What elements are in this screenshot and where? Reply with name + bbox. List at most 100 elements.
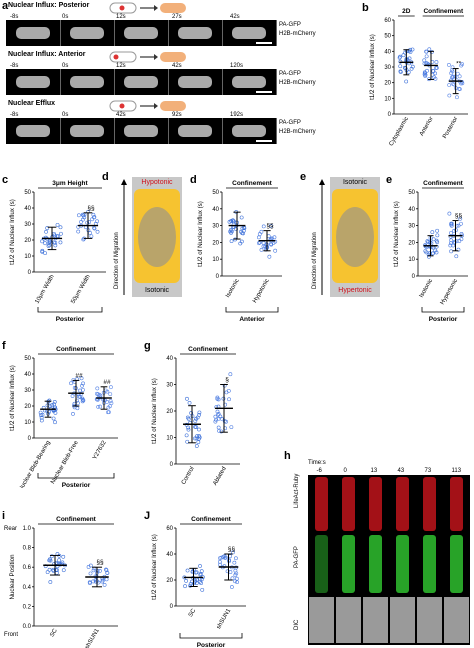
data-point <box>102 583 107 587</box>
y-axis-label: t1/2 of Nuclear Influx (s) <box>197 201 204 267</box>
nucleus <box>70 76 104 88</box>
y-tick-label: 0 <box>170 462 174 468</box>
data-point <box>77 213 81 218</box>
category-label: 10μm Width <box>34 274 55 305</box>
chart-J: J Confinement 0 20 40 60 t1/2 of Nuclear Influ… <box>144 510 246 648</box>
data-point <box>423 71 427 76</box>
data-point <box>228 570 233 574</box>
significance-mark: §§ <box>87 205 95 212</box>
category-label: shSUN1 <box>216 607 233 630</box>
data-point <box>424 49 429 54</box>
significance-mark: §§ <box>266 223 274 230</box>
data-point <box>434 250 439 255</box>
data-point <box>39 418 44 423</box>
data-point <box>194 416 199 421</box>
y-tick-label: 30 <box>24 388 31 394</box>
significance-mark: ** <box>456 61 462 68</box>
channel-label: PA-GFP <box>279 71 301 77</box>
data-point <box>231 550 235 555</box>
data-point <box>218 562 222 567</box>
data-point <box>200 587 205 592</box>
y-axis-label: t1/2 of Nuclear Influx (s) <box>9 199 16 265</box>
data-point <box>80 396 85 401</box>
data-point <box>88 571 93 576</box>
data-point <box>227 397 231 402</box>
data-point <box>190 569 195 574</box>
data-point <box>460 62 465 67</box>
nucleus <box>70 27 104 39</box>
data-point <box>222 554 227 559</box>
panel-label: e <box>386 174 392 186</box>
data-point <box>47 398 52 403</box>
time-point: 0s <box>62 63 69 69</box>
significance-mark: §§ <box>228 546 236 553</box>
data-point <box>266 234 271 239</box>
data-point <box>451 82 456 86</box>
data-point <box>216 416 221 421</box>
cell-image <box>369 535 382 593</box>
data-point <box>425 239 430 244</box>
y-tick-label: 10 <box>408 257 415 263</box>
data-point <box>449 222 454 227</box>
y-tick-label: 60 <box>166 526 173 532</box>
cell-image <box>336 597 361 643</box>
y-tick-label: 10 <box>212 257 219 263</box>
data-point <box>57 558 62 563</box>
cell-image <box>390 597 415 643</box>
data-point <box>215 395 220 400</box>
cell-image <box>444 597 469 643</box>
data-point <box>197 427 201 432</box>
y-tick-label: 20 <box>384 81 391 87</box>
nucleus <box>16 76 50 88</box>
y-axis-label: t1/2 of Nuclear Influx (s) <box>151 534 158 600</box>
data-point <box>108 399 113 403</box>
top-label: Isotonic <box>342 179 368 186</box>
data-point <box>108 404 112 409</box>
category-label: Isotonic <box>419 278 435 299</box>
bottom-label: Isotonic <box>144 287 170 294</box>
channel-label: DIC <box>294 619 300 630</box>
cell-image <box>450 477 463 531</box>
row-title: Nuclear Influx: Posterior <box>8 2 90 9</box>
data-point <box>185 415 190 420</box>
data-point <box>95 569 100 573</box>
y-tick-label: 20 <box>166 409 173 415</box>
y-tick-label: 0.2 <box>23 604 32 610</box>
data-point <box>397 55 402 60</box>
data-point <box>81 213 86 218</box>
data-point <box>95 386 100 391</box>
data-point <box>197 410 202 415</box>
data-point <box>234 556 238 561</box>
data-point <box>216 425 221 430</box>
data-point <box>47 239 52 244</box>
data-point <box>241 228 246 233</box>
data-point <box>50 403 55 408</box>
data-point <box>196 440 201 445</box>
time-point: 13 <box>370 468 378 474</box>
time-point: 43 <box>397 468 405 474</box>
chart-d: d Confinement 0 10 20 30 40 50 t1/2 of Nuclear I… <box>190 174 282 322</box>
data-point <box>48 580 53 584</box>
data-point <box>423 72 428 77</box>
data-point <box>404 79 409 84</box>
cell-image <box>363 597 388 643</box>
data-point <box>272 235 277 240</box>
y-tick-label: 50 <box>384 34 391 40</box>
data-point <box>219 429 224 434</box>
data-point <box>449 221 454 226</box>
channel-label: PA-GFP <box>279 22 301 28</box>
data-point <box>193 419 198 423</box>
cell-image <box>369 477 382 531</box>
time-point: 0 <box>343 468 347 474</box>
data-point <box>98 568 102 573</box>
image-strip <box>6 69 277 95</box>
y-tick-label: 20 <box>212 240 219 246</box>
data-point <box>79 376 84 381</box>
data-point <box>256 235 261 240</box>
category-label: Cytoplasmic <box>389 116 411 147</box>
data-point <box>454 228 458 233</box>
data-point <box>224 390 229 395</box>
data-point <box>213 419 218 424</box>
data-point <box>91 568 96 573</box>
data-point <box>410 64 415 69</box>
